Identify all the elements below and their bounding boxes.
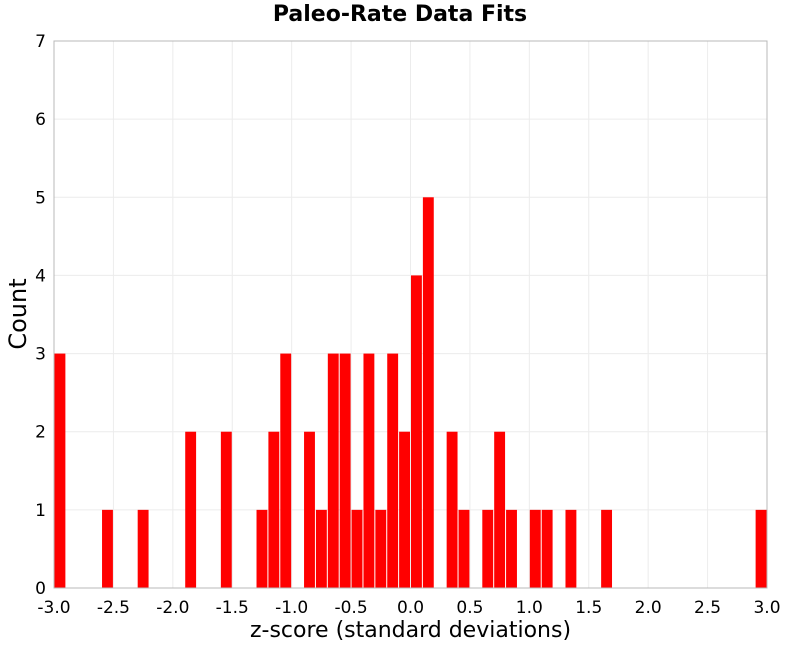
x-tick-label: -2.5 (97, 598, 130, 618)
histogram-bar (256, 509, 268, 588)
histogram-bar (185, 431, 197, 588)
histogram-bar (304, 431, 315, 588)
x-axis-label: z-score (standard deviations) (249, 618, 572, 643)
histogram-bar (399, 431, 410, 588)
histogram-bar (375, 509, 387, 588)
y-tick-label: 0 (35, 579, 46, 599)
histogram-bar (565, 509, 577, 588)
grid-lines (53, 40, 768, 589)
histogram-bar (363, 353, 375, 588)
histogram-bar (541, 509, 553, 588)
y-tick-label: 6 (35, 110, 46, 130)
y-tick-label: 2 (35, 423, 46, 443)
histogram-bar (315, 509, 327, 588)
histogram-bar (387, 353, 399, 588)
y-tick-label: 7 (35, 32, 46, 52)
histogram-bar (422, 197, 434, 589)
histogram-bars (54, 197, 767, 589)
histogram-bar (601, 509, 613, 588)
x-tick-label: 1.5 (575, 598, 602, 618)
histogram-bar (220, 431, 232, 588)
histogram-bar (411, 275, 422, 588)
y-tick-label: 3 (35, 345, 46, 365)
histogram-bar (506, 509, 517, 588)
histogram-bar (280, 353, 292, 588)
x-tick-label: 1.0 (516, 598, 543, 618)
histogram-bar (755, 509, 767, 588)
y-tick-label: 1 (35, 501, 46, 521)
x-tick-label: -1.0 (275, 598, 308, 618)
x-axis-ticks: -3.0 -2.5 -2.0 -1.5 -1.0 -0.5 0.0 0.5 1.0 1.5 2.0 2… (37, 598, 780, 618)
histogram-bar (494, 431, 506, 588)
chart-title: Paleo-Rate Data Fits (272, 2, 528, 27)
x-tick-label: 3.0 (753, 598, 780, 618)
x-tick-label: -3.0 (37, 598, 70, 618)
histogram-bar (54, 353, 66, 588)
histogram-bar (137, 509, 149, 588)
histogram-bar (446, 431, 458, 588)
x-tick-label: -0.5 (334, 598, 367, 618)
histogram-bar (351, 509, 363, 588)
histogram-bar (102, 509, 113, 588)
x-tick-label: 0.0 (397, 598, 424, 618)
y-tick-label: 4 (35, 266, 46, 286)
plot-frame (53, 40, 768, 589)
histogram-bar (529, 509, 541, 588)
y-axis-label: Count (4, 278, 32, 350)
x-tick-label: 0.5 (456, 598, 483, 618)
x-tick-label: 2.5 (694, 598, 721, 618)
histogram-bar (458, 509, 470, 588)
x-tick-label: -2.0 (156, 598, 189, 618)
histogram-bar (482, 509, 494, 588)
y-axis-ticks: 0 1 2 3 4 5 6 7 (35, 32, 46, 599)
histogram-bar (268, 431, 280, 588)
histogram-bar (327, 353, 339, 588)
histogram-bar (339, 353, 351, 588)
x-tick-label: -1.5 (216, 598, 249, 618)
y-tick-label: 5 (35, 188, 46, 208)
x-tick-label: 2.0 (635, 598, 662, 618)
